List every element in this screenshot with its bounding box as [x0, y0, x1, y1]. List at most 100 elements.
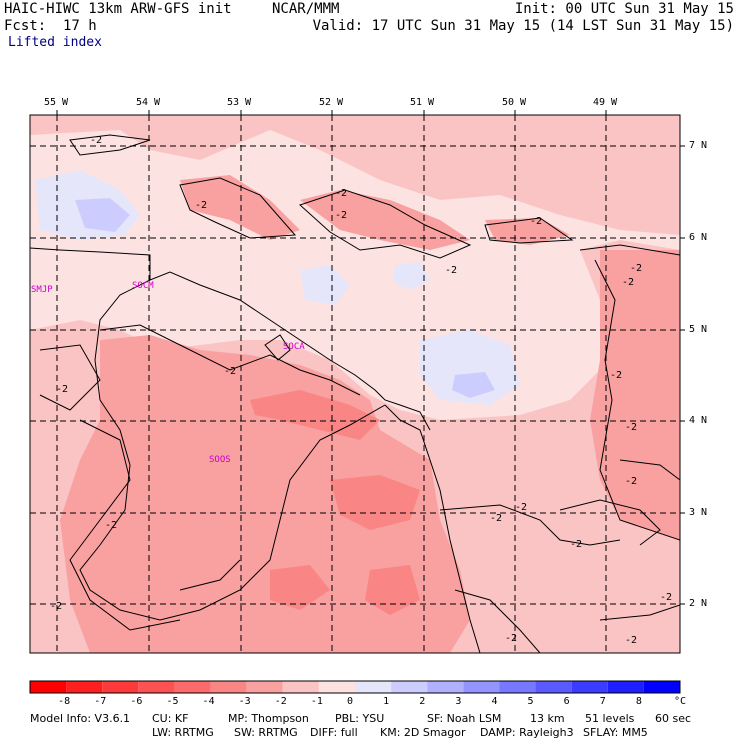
pbl-scheme: PBL: YSU [335, 712, 385, 725]
colorbar-swatch [66, 681, 103, 693]
field-band-north [30, 115, 680, 235]
colorbar-swatch [571, 681, 608, 693]
lat-label: 4 N [689, 415, 708, 426]
field-patch-7 [365, 565, 420, 615]
colorbar-swatch [391, 681, 428, 693]
axis-ticks [56, 110, 685, 605]
field-name: Lifted index [8, 35, 102, 50]
contour-label: -2 [625, 476, 637, 487]
colorbar-swatch [210, 681, 247, 693]
contour-label-group: -2 -2 -2 -2 -2 -2 -2 -2 -2 -2 -2 -2 -2 -… [50, 135, 672, 646]
contour-label: -2 [505, 633, 517, 644]
map-frame [29, 114, 681, 654]
colorbar-swatch [499, 681, 536, 693]
station-soca: SOCA [283, 342, 305, 352]
colorbar-tick-label: 5 [527, 696, 534, 707]
colorbar-swatch [246, 681, 283, 693]
lat-label: 7 N [689, 140, 708, 151]
contour-label: -2 [660, 592, 672, 603]
colorbar-tick-label: -6 [130, 696, 143, 707]
colorbar-swatch [174, 681, 211, 693]
contour-label: -2 [515, 502, 527, 513]
colorbar-tick-label: 6 [563, 696, 570, 707]
colorbar-tick-label: -3 [238, 696, 251, 707]
field-patch-3 [485, 218, 570, 245]
colorbar-tick-label: -1 [310, 696, 323, 707]
contour-label: -2 [490, 513, 502, 524]
field-band-east [590, 250, 680, 540]
colorbar-tick-label: 3 [455, 696, 462, 707]
colorbar-tick-label: -8 [58, 696, 71, 707]
colorbar-swatch [535, 681, 572, 693]
lw-scheme: LW: RRTMG [152, 726, 214, 739]
lat-label: 5 N [689, 324, 708, 335]
station-soos: SOOS [209, 455, 231, 465]
colorbar-swatch [355, 681, 392, 693]
org-label: NCAR/MMM [272, 1, 340, 17]
colorbar-swatch [463, 681, 500, 693]
lat-label: 3 N [689, 507, 708, 518]
contour-label: -2 [622, 277, 634, 288]
lat-label: 2 N [689, 598, 708, 609]
contour-label: -2 [530, 216, 542, 227]
contour-label: -2 [56, 384, 68, 395]
contour-label: -2 [195, 200, 207, 211]
colorbar-border [29, 680, 681, 694]
field-patch-2 [300, 190, 470, 250]
colorbar-swatch [138, 681, 175, 693]
field-patch-5 [330, 475, 420, 530]
field-patch-1 [180, 175, 300, 240]
model-info: Model Info: V3.6.1 [30, 712, 131, 725]
sw-scheme: SW: RRTMG [234, 726, 298, 739]
colorbar-swatch [607, 681, 644, 693]
field-positive-3 [420, 330, 520, 405]
colorbar-tick-label: -7 [94, 696, 107, 707]
field-positive-4 [452, 372, 495, 398]
colorbar [29, 680, 681, 694]
damp-scheme: DAMP: Rayleigh3 [480, 726, 574, 739]
contour-label: -2 [50, 601, 62, 612]
colorbar-swatch [427, 681, 464, 693]
colorbar-swatch [102, 681, 139, 693]
timestep: 60 sec [655, 712, 692, 725]
contour-label: -2 [625, 422, 637, 433]
borders [30, 247, 481, 653]
forecast-hour: Fcst: 17 h [4, 18, 97, 34]
contour-label: -2 [610, 370, 622, 381]
colorbar-swatch [318, 681, 355, 693]
sflay-scheme: SFLAY: MM5 [583, 726, 648, 739]
init-time: Init: 00 UTC Sun 31 May 15 [514, 1, 734, 17]
valid-time: Valid: 17 UTC Sun 31 May 15 (14 LST Sun … [312, 18, 734, 34]
colorbar-tick-label: -5 [166, 696, 179, 707]
lon-label: 53 W [227, 97, 252, 108]
diff-scheme: DIFF: full [310, 726, 358, 739]
field-patch-4 [250, 390, 380, 440]
colorbar-swatch [30, 681, 67, 693]
colorbar-tick-label: 4 [491, 696, 498, 707]
field-positive-5 [300, 265, 350, 305]
colorbar-swatch [282, 681, 319, 693]
colorbar-tick-label: -4 [202, 696, 215, 707]
levels: 51 levels [585, 712, 635, 725]
colorbar-tick-label: 2 [419, 696, 426, 707]
contour-label: -2 [90, 135, 102, 146]
field-patch-6 [270, 565, 330, 610]
lon-label: 54 W [136, 97, 161, 108]
colorbar-tick-label: 1 [383, 696, 390, 707]
lat-label: 6 N [689, 232, 708, 243]
km-scheme: KM: 2D Smagor [380, 726, 466, 739]
mp-scheme: MP: Thompson [228, 712, 309, 725]
station-smjp: SMJP [31, 285, 53, 295]
cu-scheme: CU: KF [152, 712, 189, 725]
resolution: 13 km [530, 712, 565, 725]
station-labels: SMJP SOCM SOCA SOOS [31, 281, 305, 465]
colorbar-tick-label: 7 [599, 696, 606, 707]
contour-label: -2 [625, 635, 637, 646]
contour-label: -2 [570, 539, 582, 550]
lon-label: 52 W [319, 97, 344, 108]
colorbar-unit: °C [674, 696, 687, 707]
contour-label: -2 [445, 265, 457, 276]
field-positive-2 [75, 198, 130, 232]
contour-label: -2 [105, 520, 117, 531]
